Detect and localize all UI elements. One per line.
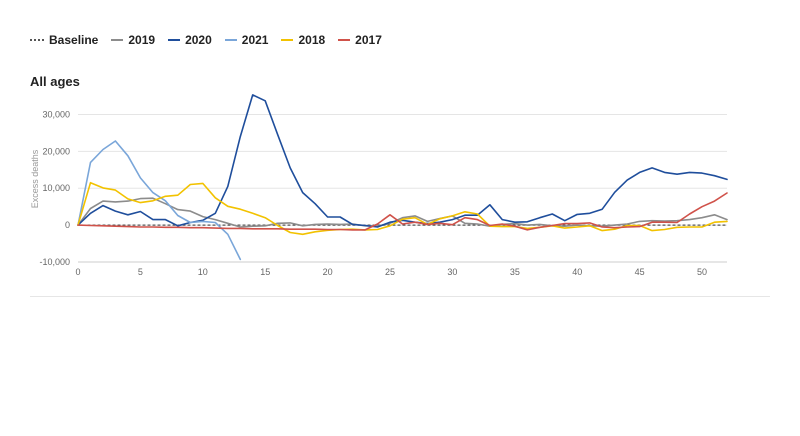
legend-item-baseline[interactable]: Baseline (30, 33, 98, 47)
y-axis-title: Excess deaths (30, 149, 40, 208)
legend-label: 2020 (185, 33, 212, 47)
x-tick-label: 40 (572, 267, 582, 277)
x-tick-label: 10 (198, 267, 208, 277)
legend-swatch (224, 39, 237, 41)
series-line-2020 (77, 94, 728, 228)
legend-label: 2019 (128, 33, 156, 47)
legend-label: Baseline (49, 33, 99, 47)
legend-label: 2021 (241, 33, 269, 47)
legend-label: 2017 (355, 33, 382, 47)
legend-item-2021[interactable]: 2021 (224, 33, 269, 47)
legend-label: 2018 (298, 33, 326, 47)
chart-title: All ages (30, 74, 80, 89)
x-tick-label: 15 (260, 267, 270, 277)
x-tick-label: 45 (635, 267, 645, 277)
x-tick-label: 0 (75, 267, 80, 277)
y-tick-label: 20,000 (42, 146, 70, 156)
x-tick-label: 50 (697, 267, 707, 277)
y-tick-label: -10,000 (39, 257, 70, 267)
x-tick-label: 35 (510, 267, 520, 277)
x-tick-label: 30 (447, 267, 457, 277)
series-line-2021 (77, 140, 242, 261)
y-tick-label: 30,000 (42, 109, 70, 119)
legend-item-2019[interactable]: 2019 (111, 33, 155, 47)
x-tick-label: 20 (323, 267, 333, 277)
legend: Baseline 2019 2020 2021 2018 2017 (30, 33, 395, 47)
legend-swatch (30, 39, 44, 41)
legend-item-2020[interactable]: 2020 (168, 33, 212, 47)
y-tick-label: 10,000 (42, 183, 70, 193)
legend-item-2018[interactable]: 2018 (281, 33, 325, 47)
legend-swatch (281, 39, 294, 41)
legend-item-2017[interactable]: 2017 (338, 33, 382, 47)
x-tick-label: 5 (138, 267, 143, 277)
x-tick-label: 25 (385, 267, 395, 277)
y-tick-label: 0 (65, 220, 70, 230)
series-line-2017 (77, 192, 728, 231)
legend-swatch (111, 39, 124, 41)
legend-swatch (338, 39, 351, 41)
divider (30, 296, 770, 297)
series-line-2019 (77, 197, 728, 228)
legend-swatch (168, 39, 181, 41)
